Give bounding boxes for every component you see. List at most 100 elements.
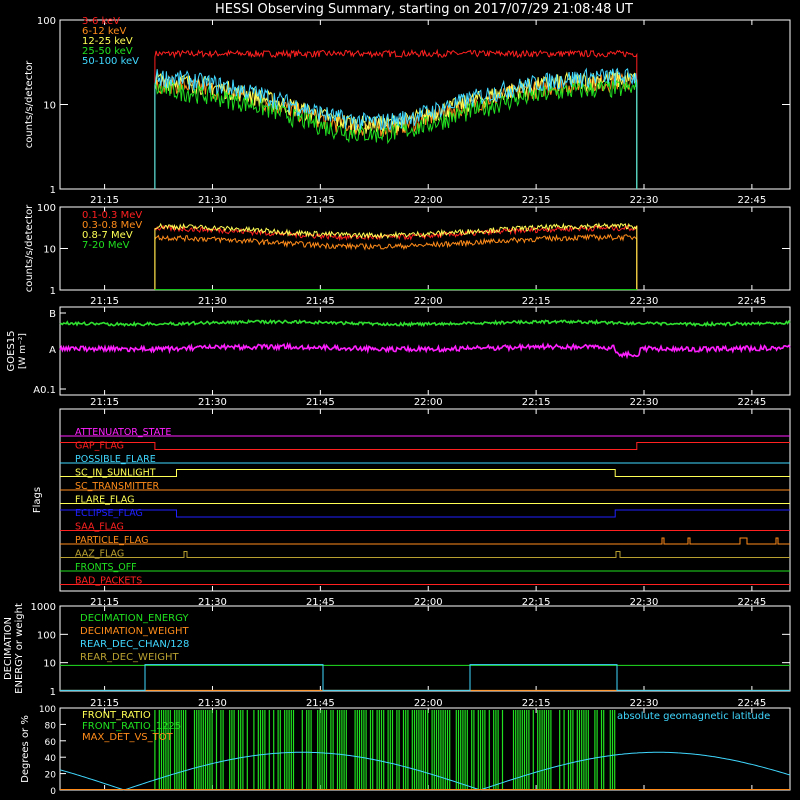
y-tick-label: 10 <box>43 101 56 112</box>
time-tick-label: 21:45 <box>306 597 335 608</box>
time-tick-label: 21:15 <box>90 296 119 307</box>
time-tick-label: 22:45 <box>737 397 766 408</box>
y-axis-label-line2: ENERGY or weight <box>14 603 25 694</box>
time-tick-label: 22:15 <box>522 698 551 709</box>
y-tick-label: 1 <box>50 185 56 196</box>
series-line-4 <box>154 67 638 189</box>
series-line-0 <box>154 48 638 189</box>
flag-line-9 <box>60 551 790 558</box>
y-axis-label-line1: DECIMATION <box>3 617 14 680</box>
time-tick-label: 21:15 <box>90 698 119 709</box>
legend-entry: 0.1-0.3 MeV <box>82 210 142 221</box>
y-tick-label: 1 <box>50 687 56 698</box>
flag-label: ECLIPSE_FLAG <box>75 508 143 519</box>
time-tick-label: 22:00 <box>414 698 443 709</box>
y-tick-label: 10 <box>43 659 56 670</box>
legend-entry: 12-25 keV <box>82 36 133 47</box>
legend-entry: 0.3-0.8 MeV <box>82 220 142 231</box>
panel-frame <box>59 605 791 692</box>
time-tick-label: 22:15 <box>522 397 551 408</box>
flag-label: POSSIBLE_FLARE <box>75 454 156 465</box>
panel-goes: 21:15 21:30 21:45 22:00 22:15 22:30 22:45 GOES1… <box>6 306 791 408</box>
series-line-2 <box>154 222 638 290</box>
flag-label: SC_TRANSMITTER <box>75 481 160 492</box>
time-tick-label: 21:45 <box>306 296 335 307</box>
time-tick-label: 22:15 <box>522 597 551 608</box>
time-tick-label: 21:30 <box>198 195 227 206</box>
time-tick-label: 22:45 <box>737 195 766 206</box>
time-tick-label: 22:15 <box>522 296 551 307</box>
y-tick-label: A0.1 <box>33 385 56 396</box>
time-tick-label: 22:30 <box>630 698 659 709</box>
legend-entry: REAR_DEC_CHAN/128 <box>80 639 189 650</box>
time-tick-label: 21:30 <box>198 698 227 709</box>
flag-line-6 <box>60 509 790 518</box>
flag-label: SAA_FLAG <box>75 522 124 533</box>
panel-frame <box>59 19 791 190</box>
time-tick-label: 21:30 <box>198 397 227 408</box>
legend-entry: DECIMATION_ENERGY <box>80 613 189 624</box>
panel-energy-bands-high: 21:15 21:30 21:45 22:00 22:15 22:30 22:45 count… <box>24 203 791 307</box>
panel-flags: 21:15 21:30 21:45 22:00 22:15 22:30 22:45 Flags… <box>32 408 791 608</box>
legend-entry: 25-50 keV <box>82 46 133 57</box>
y-tick-label: 0 <box>50 787 56 797</box>
series-line-1 <box>154 233 638 290</box>
y-tick-label: 20 <box>45 771 57 781</box>
legend-entry: FRONT_RATIO_1225 <box>82 721 181 732</box>
flag-line-3 <box>60 469 790 477</box>
y-tick-label: 100 <box>37 630 56 641</box>
panel-frame <box>59 206 791 291</box>
y-tick-label: 40 <box>45 754 57 764</box>
panel-energy-bands-low: 21:15 21:30 21:45 22:00 22:15 22:30 22:45 count… <box>24 16 791 206</box>
time-tick-label: 21:15 <box>90 597 119 608</box>
y-axis-unit: [W m⁻²] <box>18 333 28 369</box>
time-tick-label: 22:00 <box>414 296 443 307</box>
y-tick-label: A <box>49 345 56 356</box>
legend-entry: 7-20 MeV <box>82 240 130 251</box>
flag-label: AAZ_FLAG <box>75 549 124 560</box>
series-line-goes-short <box>59 341 791 360</box>
time-tick-label: 22:15 <box>522 195 551 206</box>
series-line-0 <box>154 224 638 290</box>
y-tick-label: 1000 <box>31 602 56 613</box>
y-tick-label: 10 <box>43 245 56 256</box>
time-tick-label: 22:00 <box>414 195 443 206</box>
flag-label: SC_IN_SUNLIGHT <box>75 468 156 479</box>
legend-entry: 50-100 keV <box>82 56 139 67</box>
y-axis-label: Degrees or % <box>20 715 31 783</box>
time-tick-label: 22:30 <box>630 296 659 307</box>
panel-frame <box>59 306 791 396</box>
page-title: HESSI Observing Summary, starting on 201… <box>215 2 633 17</box>
flag-label: BAD_PACKETS <box>75 576 142 587</box>
flag-label: FLARE_FLAG <box>75 495 135 506</box>
flag-line-8 <box>60 537 790 545</box>
series-line-geomagnetic-latitude <box>59 751 791 791</box>
y-tick-label: 100 <box>37 203 56 214</box>
series-line-2 <box>154 71 638 189</box>
flag-label: GAP_FLAG <box>75 441 124 452</box>
legend-entry: DECIMATION_WEIGHT <box>80 626 189 637</box>
time-tick-label: 22:30 <box>630 597 659 608</box>
series-line-3 <box>154 79 638 189</box>
series-line-rear-dec-chan <box>60 664 790 691</box>
y-tick-label: 1 <box>50 286 56 297</box>
panel-front-ratio: Degrees or % 0 20 40 60 80 100 FRONT_RATIOFRONT… <box>20 705 791 797</box>
time-tick-label: 22:00 <box>414 397 443 408</box>
time-tick-label: 21:45 <box>306 195 335 206</box>
time-tick-label: 21:15 <box>90 397 119 408</box>
time-tick-label: 21:30 <box>198 597 227 608</box>
legend-entry: MAX_DET_VS_TOT <box>82 732 174 743</box>
legend-entry: REAR_DEC_WEIGHT <box>80 652 179 663</box>
time-tick-label: 22:45 <box>737 296 766 307</box>
legend-entry: 0.8-7 MeV <box>82 230 133 241</box>
time-tick-label: 22:00 <box>414 597 443 608</box>
y-axis-label: Flags <box>32 487 43 513</box>
flag-line-1 <box>60 442 790 450</box>
time-tick-label: 21:45 <box>306 698 335 709</box>
legend-entry: 3-6 keV <box>82 16 120 27</box>
panel-decimation: 21:15 21:30 21:45 22:00 22:15 22:30 22:45 DECIM… <box>3 602 791 709</box>
y-axis-label: counts/s/detector <box>24 204 35 292</box>
flag-label: FRONTS_OFF <box>75 562 137 573</box>
